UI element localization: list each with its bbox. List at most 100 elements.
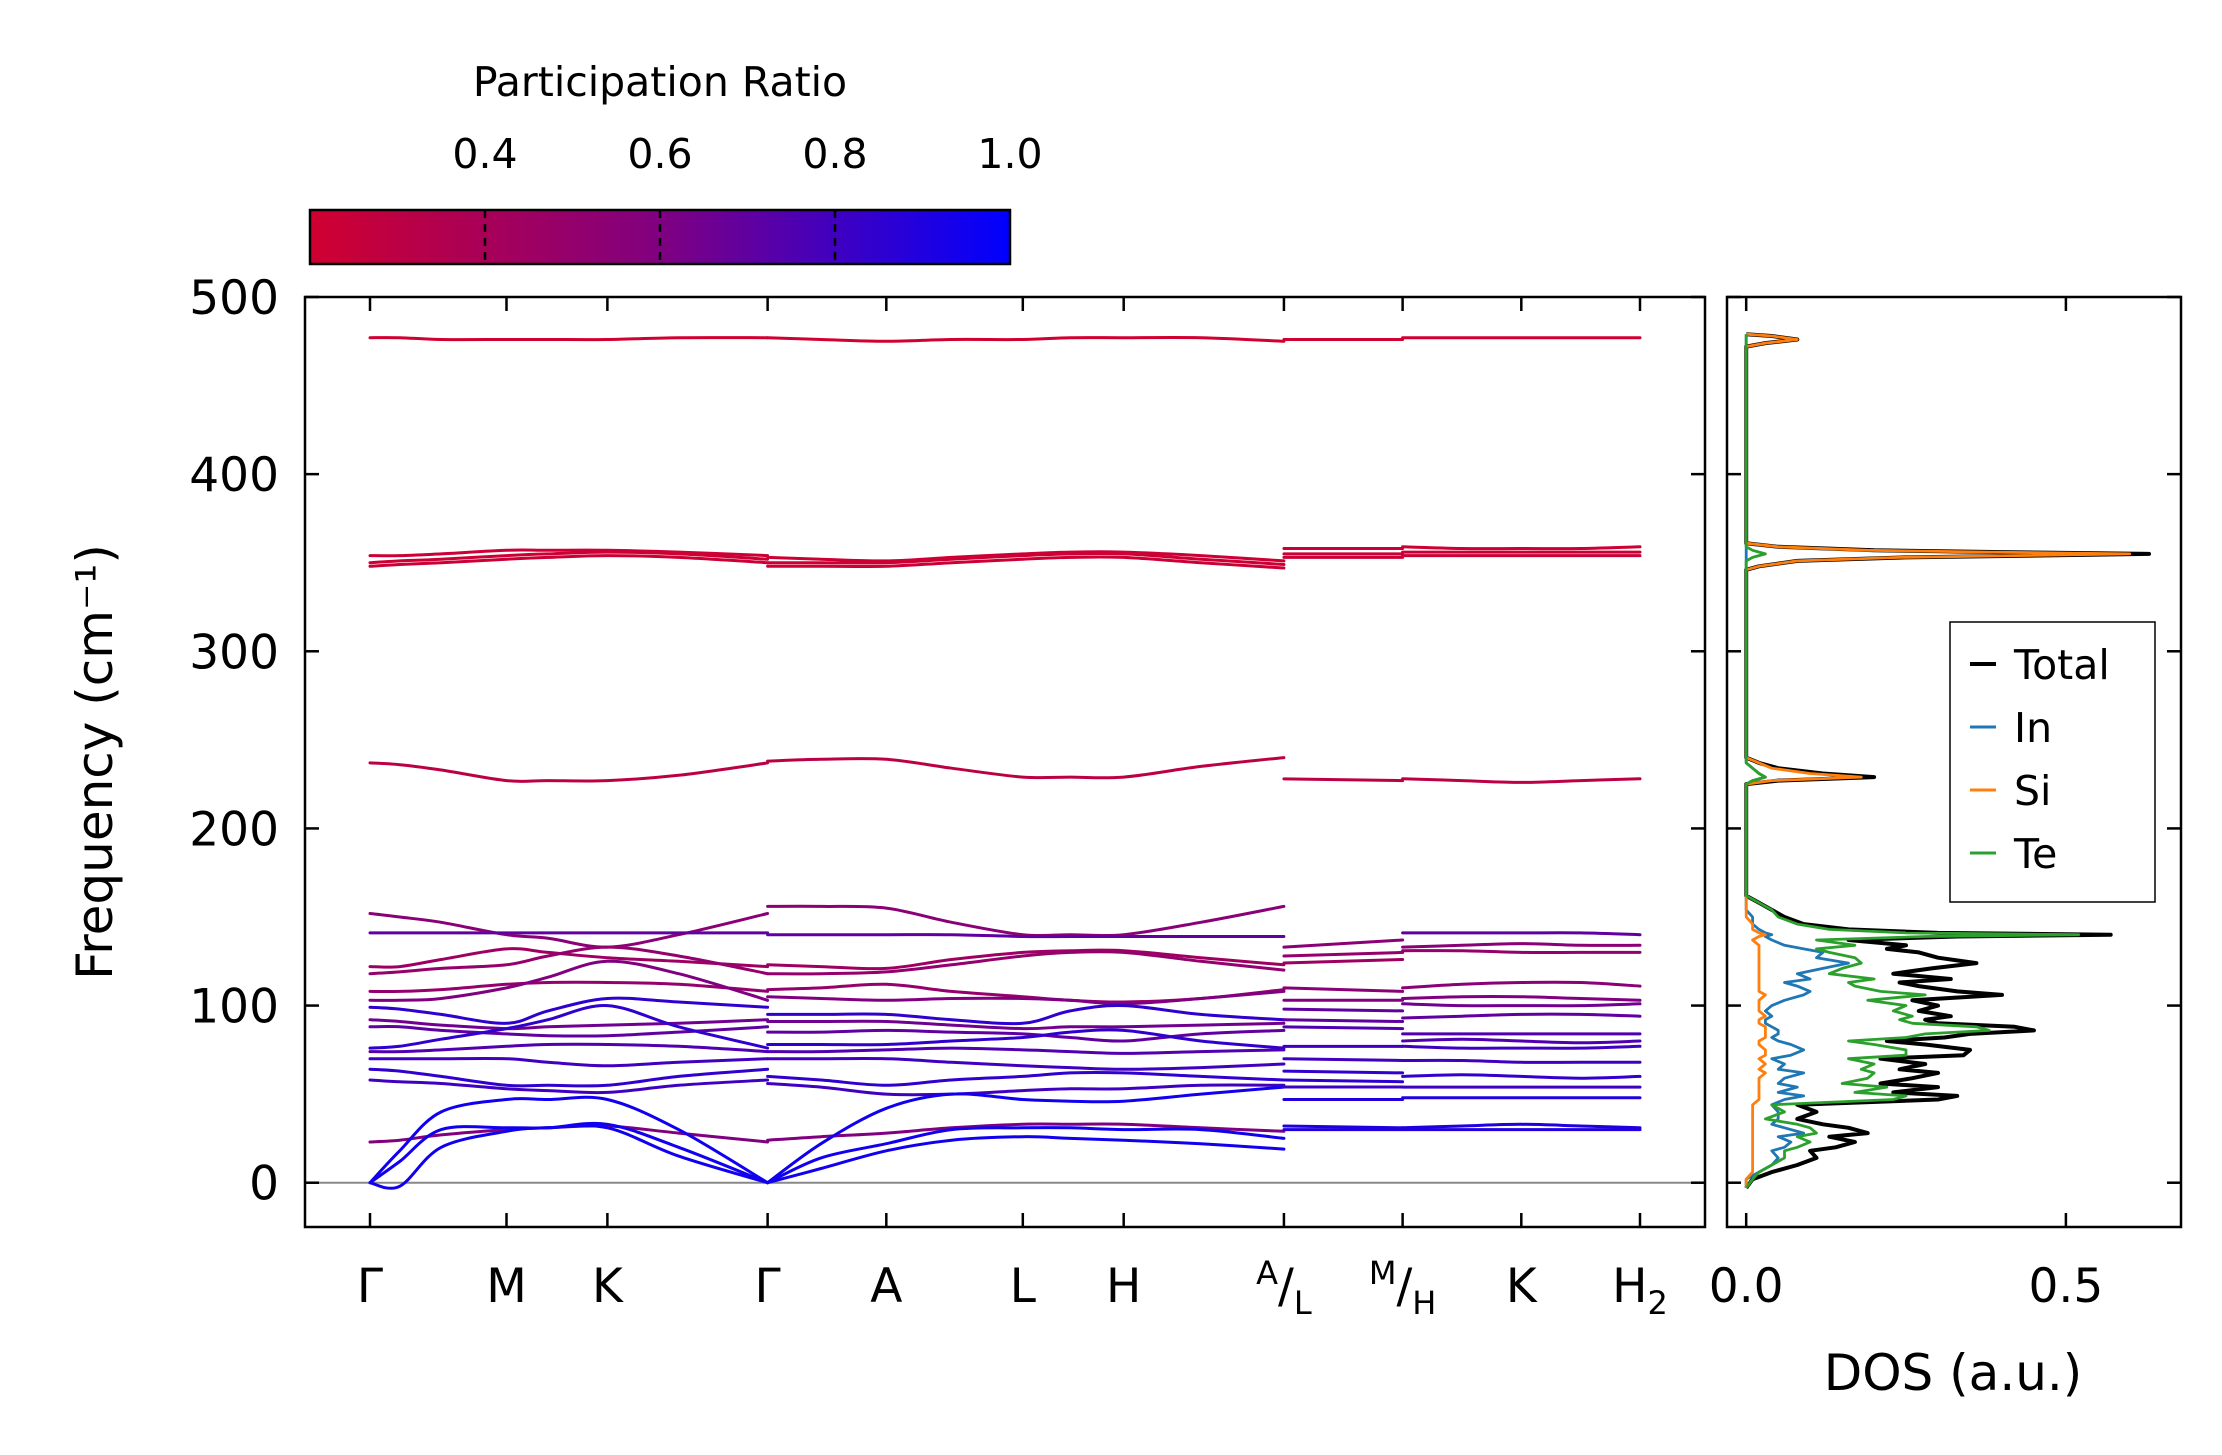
- band-plot-frame: [303, 295, 1707, 1229]
- band-line-seg0-2: [368, 550, 770, 565]
- band-line-seg1-7: [766, 948, 1286, 971]
- band-line-seg2-10: [1282, 1007, 1405, 1013]
- frequency-tick-label: 100: [189, 980, 279, 1035]
- band-line-seg3-5: [1401, 931, 1642, 937]
- legend-label-si: Si: [2014, 767, 2051, 815]
- band-line-seg2-11: [1282, 1018, 1405, 1024]
- k-label-subscript: 2: [1647, 1284, 1667, 1322]
- colorbar-tick-label: 0.6: [627, 130, 692, 178]
- band-line-seg2-5: [1282, 938, 1405, 949]
- band-line-seg0-1: [368, 548, 770, 558]
- band-line-seg2-6: [1282, 950, 1405, 958]
- legend-label-in: In: [2014, 704, 2052, 752]
- band-line-seg3-16: [1401, 1073, 1642, 1080]
- band-line-seg3-13: [1401, 1037, 1642, 1045]
- phonon-bands: [368, 335, 1642, 1190]
- frequency-tick-label: 400: [189, 448, 279, 503]
- legend-frame: [1949, 621, 2156, 903]
- colorbar-dividers: [483, 210, 837, 264]
- band-line-seg1-13: [766, 1028, 1286, 1043]
- band-line-seg0-14: [368, 1004, 770, 1050]
- band-line-seg2-15: [1282, 1069, 1405, 1075]
- dos-axis-title: DOS (a.u.): [1824, 1344, 2083, 1402]
- band-line-seg3-19: [1401, 1122, 1642, 1130]
- band-line-seg1-18: [766, 1082, 1286, 1097]
- band-line-seg2-8: [1282, 986, 1405, 993]
- band-line-seg2-19: [1282, 1124, 1405, 1130]
- band-line-seg1-2: [766, 551, 1286, 566]
- band-line-seg2-4: [1282, 777, 1405, 783]
- dos-tick-label: 0.0: [1709, 1259, 1784, 1314]
- band-line-seg0-10: [368, 959, 770, 1002]
- band-line-seg2-7: [1282, 958, 1405, 965]
- band-line-seg0-3: [368, 554, 770, 568]
- dos-tick-label: 0.5: [2029, 1259, 2104, 1314]
- band-axis-ticks: [305, 295, 1705, 1227]
- band-line-seg3-10: [1401, 1002, 1642, 1008]
- k-point-label-K1: K: [592, 1259, 624, 1314]
- colorbar-title: Participation Ratio: [473, 58, 847, 106]
- dos-tick-labels: 0.0 0.5: [1709, 1259, 2103, 1314]
- high-symmetry-point-labels: Γ M K Γ A L H A/LM/H K H2: [357, 1254, 1668, 1322]
- band-line-seg1-1: [766, 550, 1286, 563]
- k-label-sup: A: [1256, 1254, 1278, 1292]
- dos-legend: Total In Si Te: [1949, 621, 2156, 903]
- band-line-seg1-15: [766, 1046, 1286, 1055]
- band-line-seg0-20: [368, 1095, 770, 1185]
- band-line-seg0-11: [368, 996, 770, 1025]
- k-point-label-G1: Γ: [357, 1259, 383, 1314]
- band-line-seg0-5: [368, 912, 770, 949]
- band-line-seg1-8: [766, 950, 1286, 976]
- band-line-seg0-21: [368, 1121, 770, 1185]
- colorbar: Participation Ratio 0.4 0.6 0.8 1.0: [308, 58, 1043, 266]
- k-label-sub: L: [1294, 1284, 1312, 1322]
- band-line-seg2-14: [1282, 1057, 1405, 1062]
- k-point-label-G2: Γ: [755, 1259, 781, 1314]
- band-line-seg0-12: [368, 1018, 770, 1031]
- band-line-seg0-8: [368, 945, 770, 976]
- band-line-seg1-19: [766, 1122, 1286, 1142]
- frequency-tick-label: 0: [249, 1157, 279, 1212]
- k-point-label-MH: M/H: [1369, 1254, 1437, 1322]
- band-line-seg0-17: [368, 1067, 770, 1088]
- colorbar-tick-label: 1.0: [977, 130, 1042, 178]
- k-point-label-L: L: [1010, 1259, 1036, 1314]
- band-line-seg3-4: [1401, 777, 1642, 784]
- band-line-seg1-6: [766, 933, 1286, 939]
- band-line-seg1-14: [766, 1028, 1286, 1050]
- dos-plot-frame: [1725, 295, 2183, 1229]
- band-line-seg1-0: [766, 335, 1286, 343]
- colorbar-tick-label: 0.4: [452, 130, 517, 178]
- k-label-slash: /: [1278, 1259, 1294, 1314]
- band-line-seg1-10: [766, 989, 1286, 1006]
- band-line-seg0-15: [368, 1042, 770, 1054]
- band-line-seg0-22: [368, 1124, 770, 1190]
- band-line-seg1-11: [766, 1004, 1286, 1026]
- band-line-seg1-5: [766, 904, 1286, 938]
- band-line-seg3-15: [1401, 1058, 1642, 1064]
- k-point-label-H2: H2: [1612, 1259, 1668, 1322]
- k-label-slash: /: [1396, 1259, 1412, 1314]
- band-line-seg1-21: [766, 1126, 1286, 1185]
- band-line-seg1-22: [766, 1135, 1286, 1185]
- band-line-seg1-3: [766, 555, 1286, 570]
- frequency-tick-label: 200: [189, 802, 279, 857]
- band-line-seg1-16: [766, 1056, 1286, 1071]
- band-line-seg3-8: [1401, 980, 1642, 990]
- dos-panel: 0.0 0.5 DOS (a.u.) Total In Si Te: [1709, 295, 2183, 1402]
- colorbar-tick-labels: 0.4 0.6 0.8 1.0: [452, 130, 1042, 178]
- k-point-label-A: A: [870, 1259, 902, 1314]
- band-line-seg3-9: [1401, 994, 1642, 1002]
- band-line-seg3-11: [1401, 1012, 1642, 1020]
- band-line-seg3-7: [1401, 949, 1642, 955]
- band-line-seg0-13: [368, 1025, 770, 1038]
- k-label-sub: H: [1412, 1284, 1436, 1322]
- frequency-axis-title: Frequency (cm⁻¹): [66, 544, 124, 980]
- band-line-seg0-18: [368, 1078, 770, 1095]
- frequency-tick-label: 500: [189, 271, 279, 326]
- dos-curve-te: [1744, 334, 2081, 1189]
- band-line-seg3-6: [1401, 942, 1642, 949]
- k-point-label-AL: A/L: [1256, 1254, 1312, 1322]
- k-label-main: H: [1612, 1259, 1647, 1314]
